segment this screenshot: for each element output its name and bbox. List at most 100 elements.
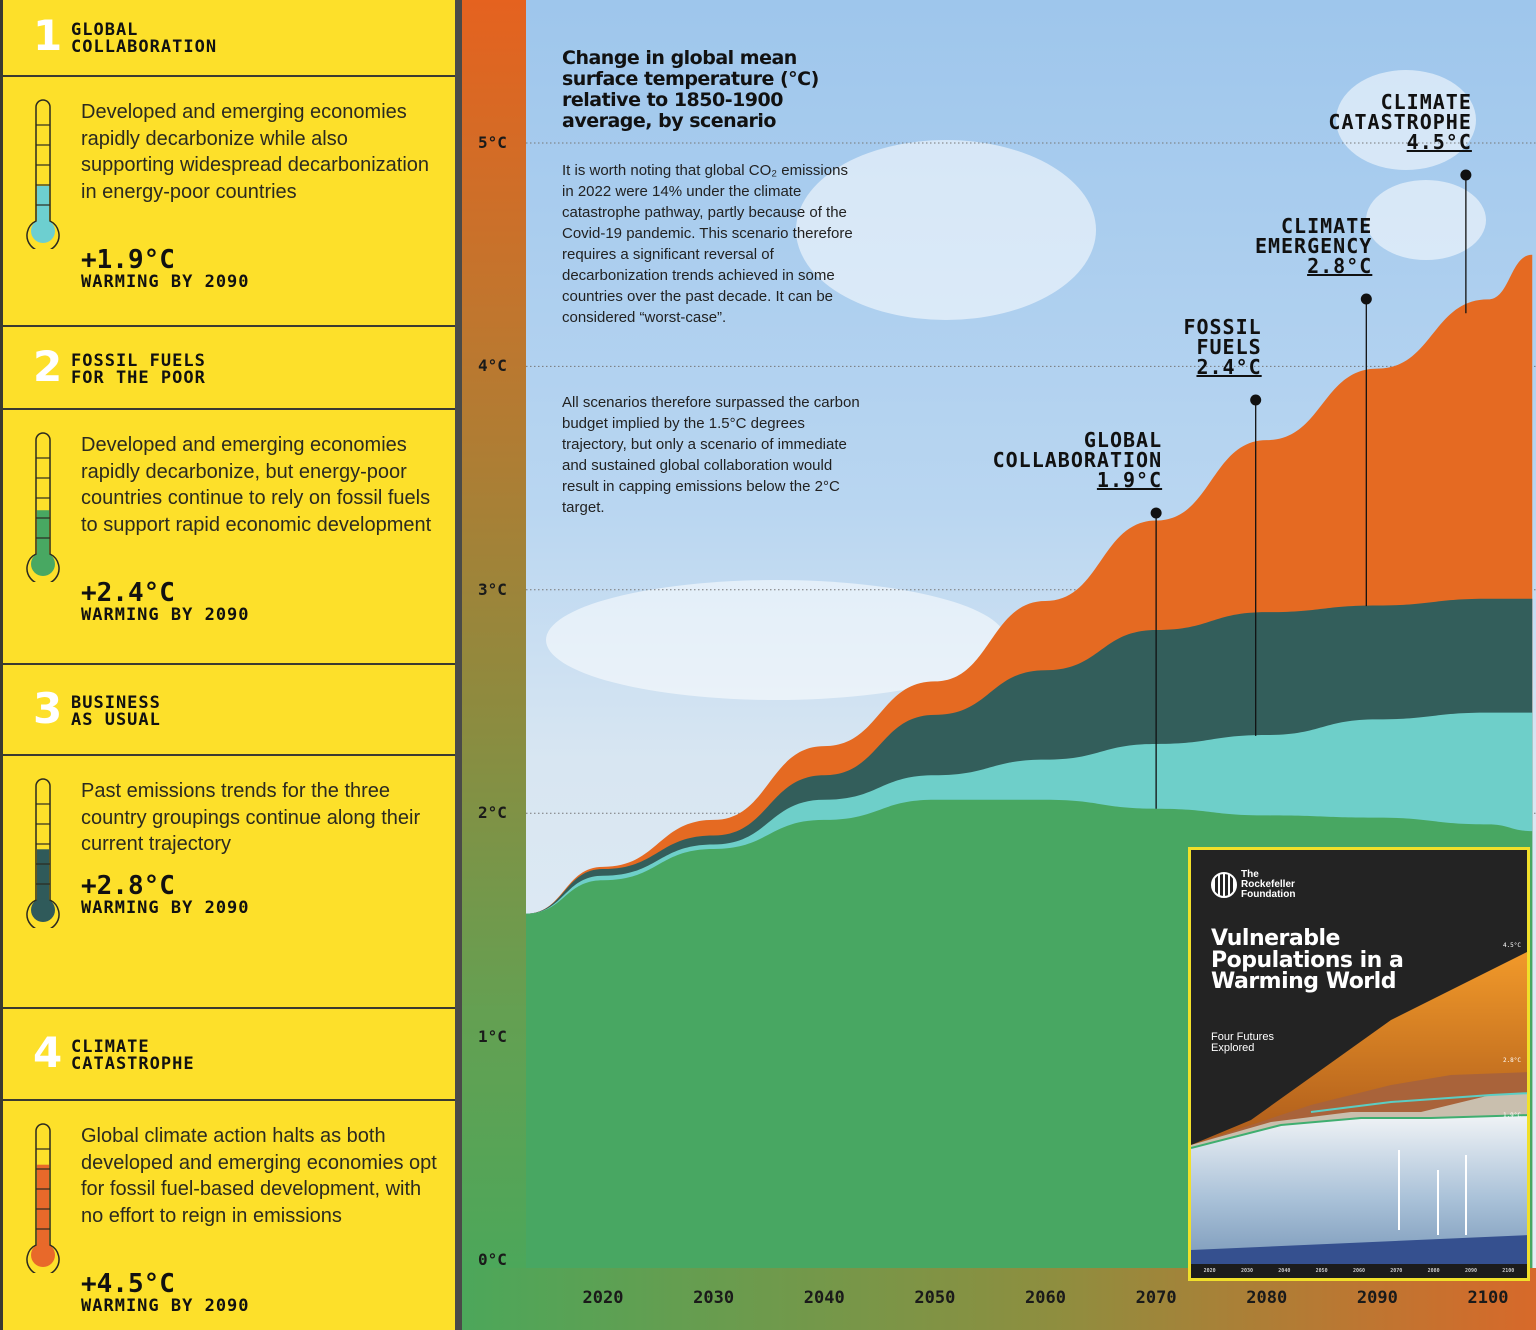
scenario-name-line1: CLIMATE [71, 1037, 150, 1057]
globe-icon [1211, 872, 1237, 898]
report-cover[interactable]: The Rockefeller Foundation Vulnerable Popu… [1188, 847, 1530, 1281]
scenario-number: 1 [33, 10, 63, 60]
cover-x-tick: 2080 [1427, 1268, 1440, 1274]
scenario-number: 2 [33, 341, 63, 391]
y-tick-label: 5°C [478, 133, 507, 152]
cover-x-tick: 2070 [1390, 1268, 1403, 1274]
thermometer-icon [26, 432, 60, 582]
x-tick-label: 2040 [803, 1288, 845, 1308]
cover-artwork [1191, 952, 1527, 1278]
chart-note-1: It is worth noting that global CO₂ emiss… [562, 162, 853, 326]
warming-value: +2.8°C [81, 870, 175, 901]
scenario-number: 4 [33, 1028, 63, 1077]
cover-x-axis: 2020 2030 2040 2050 2060 2070 2080 2090 2100 [1191, 1264, 1527, 1278]
scenario-warming: +1.9°C WARMING BY 2090 [81, 244, 250, 292]
annotation-name: CLIMATE EMERGENCY [1254, 214, 1373, 258]
scenario-annotation: GLOBAL COLLABORATION 1.9°C [993, 430, 1163, 490]
cover-x-tick: 2100 [1502, 1268, 1515, 1274]
annotation-value: 2.8°C [1307, 254, 1373, 278]
x-tick-label: 2050 [914, 1288, 956, 1308]
warming-label: WARMING BY 2090 [81, 897, 250, 918]
scenario-name-line2: FOR THE POOR [71, 367, 206, 388]
chart-svg [525, 70, 1536, 1268]
scenario-body: Past emissions trends for the three coun… [3, 756, 455, 1007]
y-tick-label: 2°C [478, 803, 507, 823]
y-tick-label: 1°C [478, 1026, 507, 1046]
scenario-body: Global climate action halts as both deve… [3, 1101, 455, 1330]
scenario-annotation: CLIMATE EMERGENCY 2.8°C [1255, 216, 1372, 276]
scenario-annotation: CLIMATE CATASTROPHE 4.5°C [1328, 92, 1471, 152]
warming-label: WARMING BY 2090 [81, 1295, 250, 1316]
cloud [546, 580, 1006, 700]
annotation-name: GLOBAL COLLABORATION [992, 428, 1163, 472]
annotation-dot [1250, 394, 1262, 406]
scenario-header: 4 CLIMATE CATASTROPHE [3, 1007, 455, 1101]
annotation-value: 4.5°C [1406, 130, 1472, 154]
cover-org-line: Rockefeller [1241, 879, 1295, 890]
scenario-name: CLIMATE CATASTROPHE [71, 1039, 195, 1073]
x-tick-label: 2060 [1025, 1288, 1066, 1308]
scenario-name: BUSINESS AS USUAL [71, 692, 161, 730]
y-tick-label: 4°C [478, 356, 507, 376]
cover-label: 4.5°C [1502, 942, 1521, 949]
annotation-dot [1360, 293, 1372, 305]
divider [455, 0, 462, 1330]
scenario-name-line1: GLOBAL [71, 19, 139, 40]
cover-org-line: The [1241, 869, 1259, 880]
cover-x-tick: 2060 [1352, 1268, 1365, 1274]
warming-label: WARMING BY 2090 [81, 271, 250, 292]
cloud [796, 140, 1096, 320]
warming-value: +4.5°C [81, 1268, 175, 1299]
cover-label: 2.8°C [1502, 1057, 1521, 1064]
scenario-warming: +4.5°C WARMING BY 2090 [81, 1268, 250, 1316]
scenario-name-line2: COLLABORATION [71, 36, 218, 57]
scenario-header: 1 GLOBAL COLLABORATION [3, 0, 455, 77]
y-tick-label: 0°C [478, 1250, 507, 1269]
warming-value: +2.4°C [81, 577, 175, 608]
cover-x-tick: 2040 [1278, 1268, 1291, 1274]
scenario-name-line2: CATASTROPHE [71, 1054, 195, 1074]
scenario-name-line1: BUSINESS [71, 692, 161, 713]
scenario-description: Developed and emerging economies rapidly… [81, 101, 430, 203]
cover-x-tick: 2090 [1464, 1268, 1477, 1274]
scenario-number: 3 [33, 683, 63, 733]
scenario-name: GLOBAL COLLABORATION [71, 19, 218, 57]
scenario-header: 3 BUSINESS AS USUAL [3, 663, 455, 756]
annotation-name: CLIMATE CATASTROPHE [1328, 90, 1472, 134]
cover-org-line: Foundation [1241, 889, 1296, 900]
cover-subtitle: Four Futures Explored [1211, 1031, 1274, 1054]
thermometer-icon [26, 1123, 60, 1273]
thermometer-icon [26, 99, 60, 249]
cover-x-tick: 2050 [1315, 1268, 1328, 1274]
scenario-body: Developed and emerging economies rapidly… [3, 77, 455, 325]
cover-logo: The Rockefeller Foundation [1211, 870, 1295, 900]
scenario-name-line1: FOSSIL FUELS [71, 350, 206, 371]
scenario-panel: 1 GLOBAL COLLABORATION Developed and emer… [0, 0, 455, 1330]
warming-value: +1.9°C [81, 244, 175, 275]
x-tick-label: 2100 [1467, 1288, 1509, 1308]
thermometer-icon [26, 778, 60, 928]
cover-x-tick: 2020 [1203, 1268, 1216, 1274]
cloud [1366, 180, 1486, 260]
annotation-name: FOSSIL FUELS [1183, 315, 1262, 359]
cover-label: 1.9°C [1502, 1112, 1521, 1119]
scenario-description: Global climate action halts as both deve… [81, 1125, 437, 1227]
annotation-value: 1.9°C [1096, 468, 1163, 492]
scenario-warming: +2.8°C WARMING BY 2090 [81, 870, 250, 918]
scenario-name-line2: AS USUAL [71, 709, 161, 730]
cover-x-tick: 2030 [1240, 1268, 1254, 1274]
x-tick-label: 2070 [1135, 1288, 1177, 1308]
x-tick-label: 2090 [1356, 1288, 1398, 1308]
y-axis-strip [462, 0, 526, 1268]
annotation-dot [1460, 169, 1472, 181]
y-tick-label: 3°C [478, 579, 507, 599]
scenario-description: Developed and emerging economies rapidly… [81, 434, 432, 536]
warming-label: WARMING BY 2090 [81, 604, 250, 625]
scenario-warming: +2.4°C WARMING BY 2090 [81, 577, 250, 625]
cover-title: Vulnerable Populations in a Warming Worl… [1211, 926, 1404, 994]
chart-note-2: All scenarios therefore surpassed the ca… [562, 394, 860, 516]
scenario-body: Developed and emerging economies rapidly… [3, 410, 455, 663]
annotation-value: 2.4°C [1196, 355, 1262, 379]
x-tick-label: 2020 [582, 1288, 624, 1308]
scenario-annotation: FOSSIL FUELS 2.4°C [1183, 317, 1261, 377]
